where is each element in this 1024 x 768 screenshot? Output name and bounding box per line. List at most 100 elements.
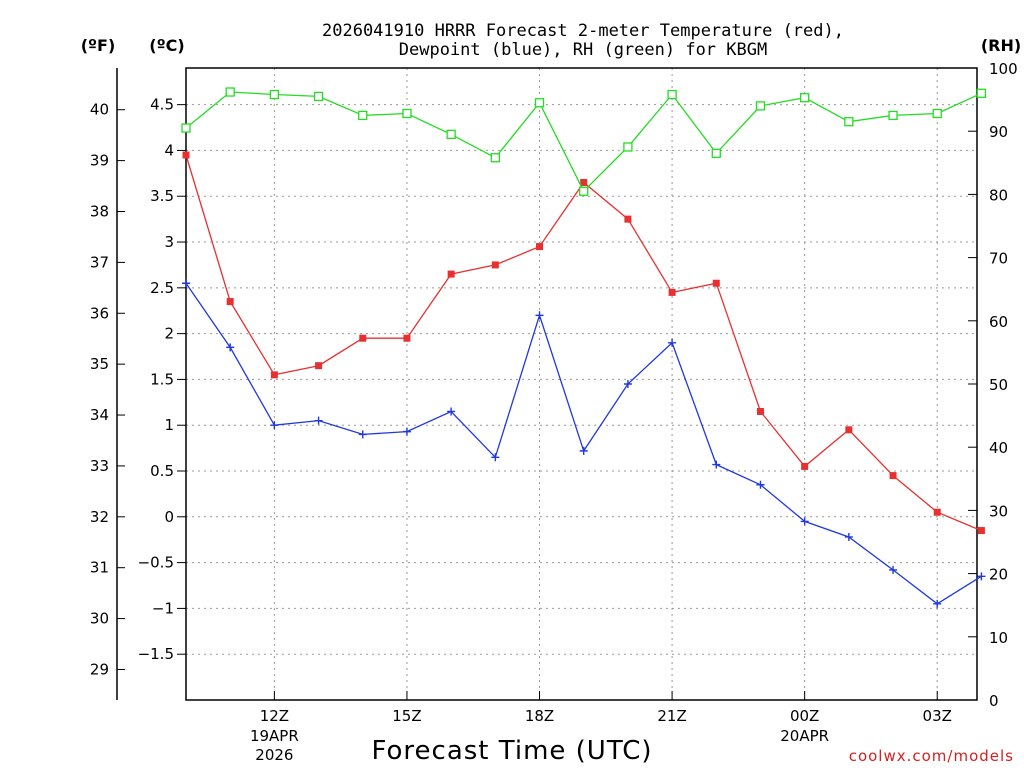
fahrenheit-tick-label: 38 [90,202,109,220]
data-point-temperature [845,426,853,434]
celsius-tick-label: 1 [164,416,174,434]
x-tick-label: 21Z [657,707,686,725]
data-point-temperature [933,508,941,516]
fahrenheit-tick-label: 35 [90,355,109,373]
data-point-dewpoint [668,338,677,347]
axes: −1.5 −1 −0.5 0 0.5 1 1.5 2 2.5 3 3.5 4 4.5 29 30 31 32 33… [90,60,1018,764]
data-point-dewpoint [623,380,632,388]
data-point-rh [579,186,589,196]
plot-frame [185,67,978,701]
chart-title-line2: Dewpoint (blue), RH (green) for KBGM [399,40,767,60]
x-tick-year-label: 2026 [255,746,293,764]
celsius-tick-label: −1 [152,599,174,617]
data-point-rh [358,110,368,121]
data-point-temperature [359,334,367,342]
x-axis-title: Forecast Time (UTC) [371,736,652,766]
fahrenheit-tick-label: 33 [90,457,109,475]
data-point-temperature [580,178,588,186]
x-tick-date-label: 20APR [780,727,829,745]
data-point-dewpoint [977,572,986,581]
x-tick-date-label: 19APR [250,727,299,745]
rh-unit-label: (RH) [981,36,1021,55]
fahrenheit-tick-label: 37 [90,253,109,271]
data-point-temperature [447,270,455,278]
data-point-dewpoint [800,517,809,526]
data-point-temperature [315,362,323,370]
data-point-rh [667,89,677,100]
data-point-dewpoint [402,427,411,436]
data-point-dewpoint [314,416,323,425]
rh-tick-label: 40 [989,439,1008,457]
data-point-temperature [624,215,632,223]
rh-tick-label: 0 [989,692,999,710]
data-point-dewpoint [491,453,500,462]
celsius-tick-label: −0.5 [138,554,174,572]
data-point-dewpoint [447,407,456,416]
fahrenheit-tick-label: 36 [90,304,109,322]
rh-tick-label: 50 [989,376,1008,394]
x-tick-label: 03Z [923,707,952,725]
celsius-tick-label: 3.5 [150,187,174,205]
rh-tick-label: 70 [989,250,1008,268]
celsius-tick-label: 0.5 [150,462,174,480]
data-point-rh [490,153,500,163]
fahrenheit-tick-label: 40 [90,101,109,119]
data-point-temperature [801,462,809,470]
data-point-temperature [977,527,985,535]
fahrenheit-tick-label: 30 [90,610,109,628]
data-point-dewpoint [270,421,279,430]
rh-tick-label: 30 [989,502,1008,520]
data-point-dewpoint [579,446,588,455]
fahrenheit-tick-label: 31 [90,559,109,577]
celsius-tick-label: 2 [164,325,174,343]
rh-tick-label: 80 [989,186,1008,204]
data-point-rh [402,108,412,119]
data-point-temperature [756,407,764,415]
data-point-temperature [712,279,720,287]
data-point-dewpoint [226,343,235,352]
data-point-rh [976,88,987,98]
credit-label: coolwx.com/models [849,747,1014,765]
series-line-temperature [185,154,982,532]
data-point-dewpoint [933,599,942,608]
celsius-tick-label: 4 [164,141,174,159]
x-tick-label: 12Z [260,707,289,725]
celsius-unit-label: (ºC) [149,36,184,55]
data-point-rh [534,98,545,108]
rh-tick-label: 100 [989,60,1018,78]
data-point-temperature [182,151,190,159]
data-point-rh [711,148,721,158]
celsius-tick-label: −1.5 [138,645,174,663]
data-point-dewpoint [844,532,853,541]
fahrenheit-tick-label: 32 [90,508,109,526]
data-point-dewpoint [358,430,367,439]
data-point-rh [225,87,235,97]
data-point-dewpoint [535,311,544,320]
data-point-dewpoint [889,565,898,574]
fahrenheit-tick-label: 29 [90,660,109,678]
fahrenheit-tick-label: 34 [90,406,109,424]
data-point-temperature [889,472,897,480]
rh-tick-label: 90 [989,123,1008,141]
data-point-rh [932,108,942,119]
series-lines [181,87,987,608]
data-point-temperature [536,243,544,251]
data-point-dewpoint [712,460,721,469]
celsius-tick-label: 4.5 [150,96,174,114]
data-point-rh [623,142,633,152]
celsius-tick-label: 0 [164,508,174,526]
data-point-temperature [491,261,499,269]
data-point-dewpoint [182,279,190,288]
x-tick-label: 15Z [392,707,421,725]
x-tick-label: 00Z [790,707,819,725]
data-point-temperature [668,288,676,296]
data-point-temperature [403,334,411,342]
fahrenheit-tick-label: 39 [90,152,109,170]
data-point-rh [755,101,766,111]
celsius-tick-label: 3 [164,233,174,251]
data-point-rh [844,117,854,127]
data-point-rh [269,89,280,100]
data-point-rh [888,110,898,121]
data-point-dewpoint [756,480,765,489]
x-tick-label: 18Z [525,707,554,725]
